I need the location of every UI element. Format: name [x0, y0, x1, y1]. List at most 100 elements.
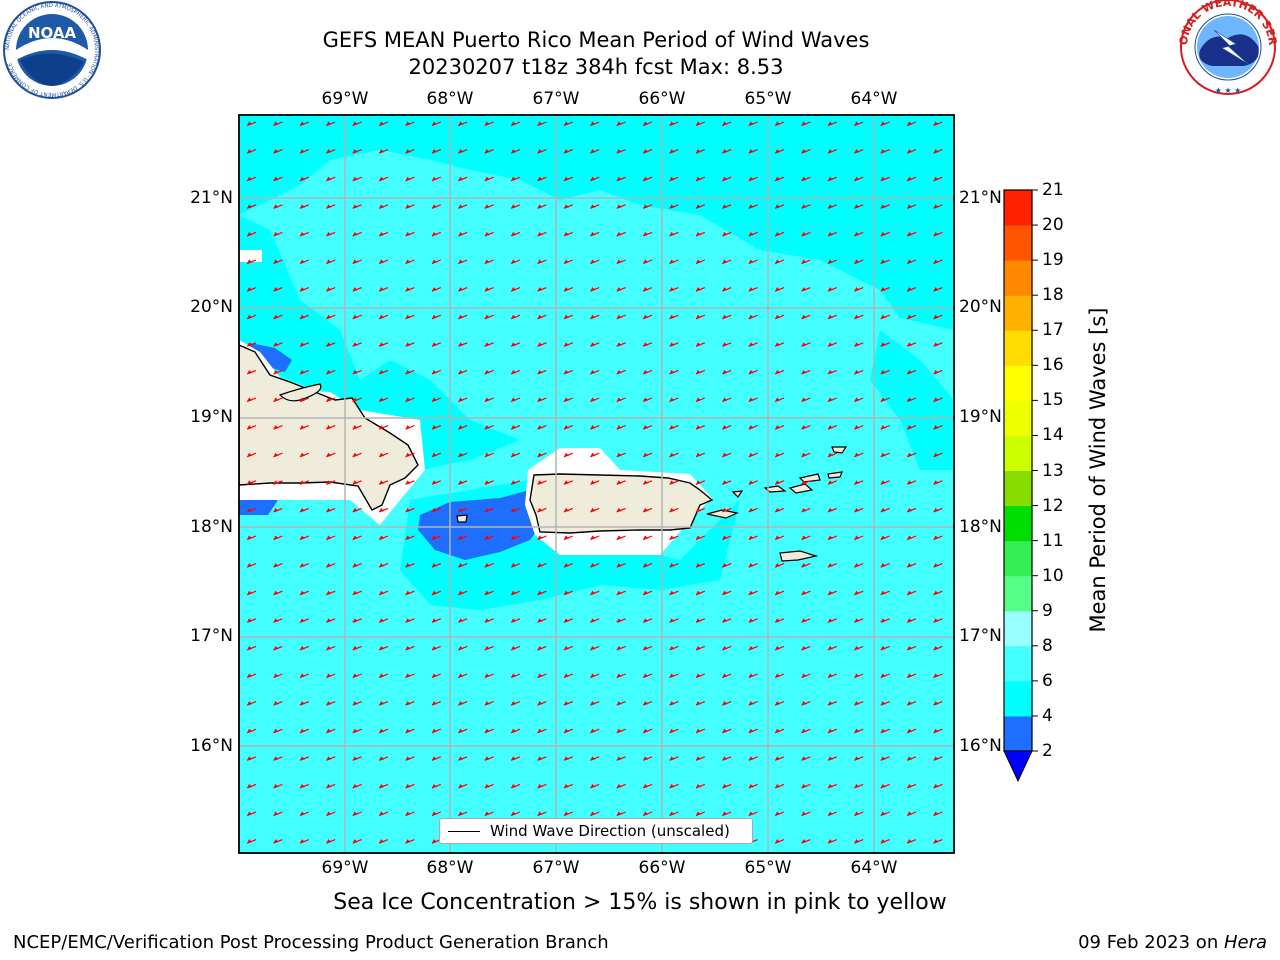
wave-direction-arrowhead — [775, 480, 781, 485]
wave-direction-arrowhead — [352, 121, 358, 126]
wave-direction-arrowhead — [299, 590, 305, 595]
colorbar-tick-label: 4 — [1042, 705, 1053, 726]
map-frame — [238, 114, 955, 854]
wave-direction-arrowhead — [247, 673, 253, 678]
colorbar-segment — [1004, 575, 1032, 612]
colorbar-tick-label: 8 — [1042, 635, 1053, 656]
wave-direction-arrowhead — [722, 783, 728, 788]
wave-direction-arrowhead — [537, 507, 543, 512]
wave-direction-arrowhead — [326, 839, 332, 844]
wave-direction-arrowhead — [379, 149, 385, 154]
wave-direction-arrowhead — [616, 811, 622, 816]
wave-direction-arrowhead — [933, 121, 939, 126]
wave-direction-arrowhead — [299, 728, 305, 733]
wave-direction-arrowhead — [379, 176, 385, 181]
wave-direction-arrowhead — [484, 645, 490, 650]
wave-direction-arrowhead — [880, 425, 886, 430]
wave-direction-arrowhead — [933, 673, 939, 678]
wave-direction-arrowhead — [907, 839, 913, 844]
wave-direction-arrowhead — [801, 204, 807, 209]
wave-direction-arrowhead — [458, 701, 464, 706]
wave-direction-arrowhead — [379, 590, 385, 595]
wave-direction-arrowhead — [880, 507, 886, 512]
lat-label: 19°N — [959, 407, 1002, 427]
wave-direction-arrowhead — [458, 728, 464, 733]
wave-direction-arrowhead — [511, 397, 517, 402]
wave-direction-arrowhead — [880, 259, 886, 264]
colorbar-tick-label: 12 — [1042, 495, 1064, 516]
wave-direction-arrowhead — [669, 673, 675, 678]
wave-direction-arrowhead — [643, 480, 649, 485]
wave-direction-arrowhead — [247, 176, 253, 181]
wave-direction-arrowhead — [907, 369, 913, 374]
wave-direction-arrowhead — [379, 121, 385, 126]
wave-direction-arrowhead — [352, 287, 358, 292]
wave-direction-arrowhead — [352, 452, 358, 457]
wave-direction-arrowhead — [458, 756, 464, 761]
wave-direction-arrowhead — [907, 314, 913, 319]
wave-direction-arrowhead — [326, 259, 332, 264]
wave-direction-arrowhead — [748, 149, 754, 154]
wave-direction-arrowhead — [273, 480, 279, 485]
wave-direction-arrowhead — [933, 231, 939, 236]
wave-direction-arrowhead — [590, 728, 596, 733]
wave-direction-arrowhead — [643, 121, 649, 126]
wave-direction-arrowhead — [484, 452, 490, 457]
wave-direction-arrowhead — [299, 618, 305, 623]
wave-direction-arrowhead — [748, 645, 754, 650]
colorbar-segment — [1004, 470, 1032, 507]
wave-direction-arrowhead — [484, 535, 490, 540]
wave-direction-arrowhead — [669, 645, 675, 650]
legend-label: Wind Wave Direction (unscaled) — [490, 822, 730, 840]
wave-direction-arrowhead — [616, 645, 622, 650]
wave-direction-arrowhead — [352, 728, 358, 733]
wave-direction-arrowhead — [722, 204, 728, 209]
wave-direction-arrowhead — [247, 149, 253, 154]
wave-direction-arrowhead — [801, 176, 807, 181]
wave-direction-arrowhead — [379, 756, 385, 761]
wave-direction-arrowhead — [933, 783, 939, 788]
wave-direction-arrowhead — [458, 452, 464, 457]
wave-direction-arrowhead — [616, 618, 622, 623]
wave-direction-arrowhead — [722, 701, 728, 706]
wave-direction-arrowhead — [933, 259, 939, 264]
wave-direction-arrowhead — [933, 425, 939, 430]
wave-direction-arrowhead — [933, 314, 939, 319]
wave-direction-arrowhead — [563, 287, 569, 292]
wave-direction-arrowhead — [511, 342, 517, 347]
wave-direction-arrowhead — [484, 231, 490, 236]
wave-direction-arrowhead — [352, 204, 358, 209]
wave-direction-arrowhead — [563, 701, 569, 706]
wave-direction-arrowhead — [722, 535, 728, 540]
wave-direction-arrowhead — [379, 673, 385, 678]
land-gonave — [278, 383, 322, 402]
wave-direction-arrowhead — [748, 342, 754, 347]
wave-direction-arrowhead — [299, 673, 305, 678]
wave-direction-arrowhead — [326, 314, 332, 319]
wave-direction-arrowhead — [511, 231, 517, 236]
wave-direction-arrowhead — [854, 756, 860, 761]
wave-direction-arrowhead — [484, 507, 490, 512]
wave-direction-arrowhead — [880, 452, 886, 457]
wave-direction-arrowhead — [326, 121, 332, 126]
wave-direction-arrowhead — [775, 673, 781, 678]
wave-direction-arrowhead — [590, 563, 596, 568]
wave-direction-arrowhead — [352, 314, 358, 319]
wave-direction-arrowhead — [616, 231, 622, 236]
wave-direction-arrowhead — [299, 176, 305, 181]
wave-direction-arrowhead — [326, 425, 332, 430]
wave-direction-arrowhead — [907, 452, 913, 457]
wave-direction-arrowhead — [484, 342, 490, 347]
wave-direction-arrowhead — [775, 287, 781, 292]
wave-direction-arrowhead — [643, 314, 649, 319]
wave-direction-arrowhead — [458, 507, 464, 512]
wave-direction-arrowhead — [695, 480, 701, 485]
wave-direction-arrowhead — [537, 425, 543, 430]
wave-direction-arrowhead — [616, 121, 622, 126]
wave-direction-arrowhead — [695, 811, 701, 816]
wave-direction-arrowhead — [537, 231, 543, 236]
period-4-6-nw — [239, 250, 262, 262]
map-legend: Wind Wave Direction (unscaled) — [439, 818, 753, 844]
wave-direction-arrowhead — [880, 728, 886, 733]
wave-direction-arrowhead — [563, 176, 569, 181]
